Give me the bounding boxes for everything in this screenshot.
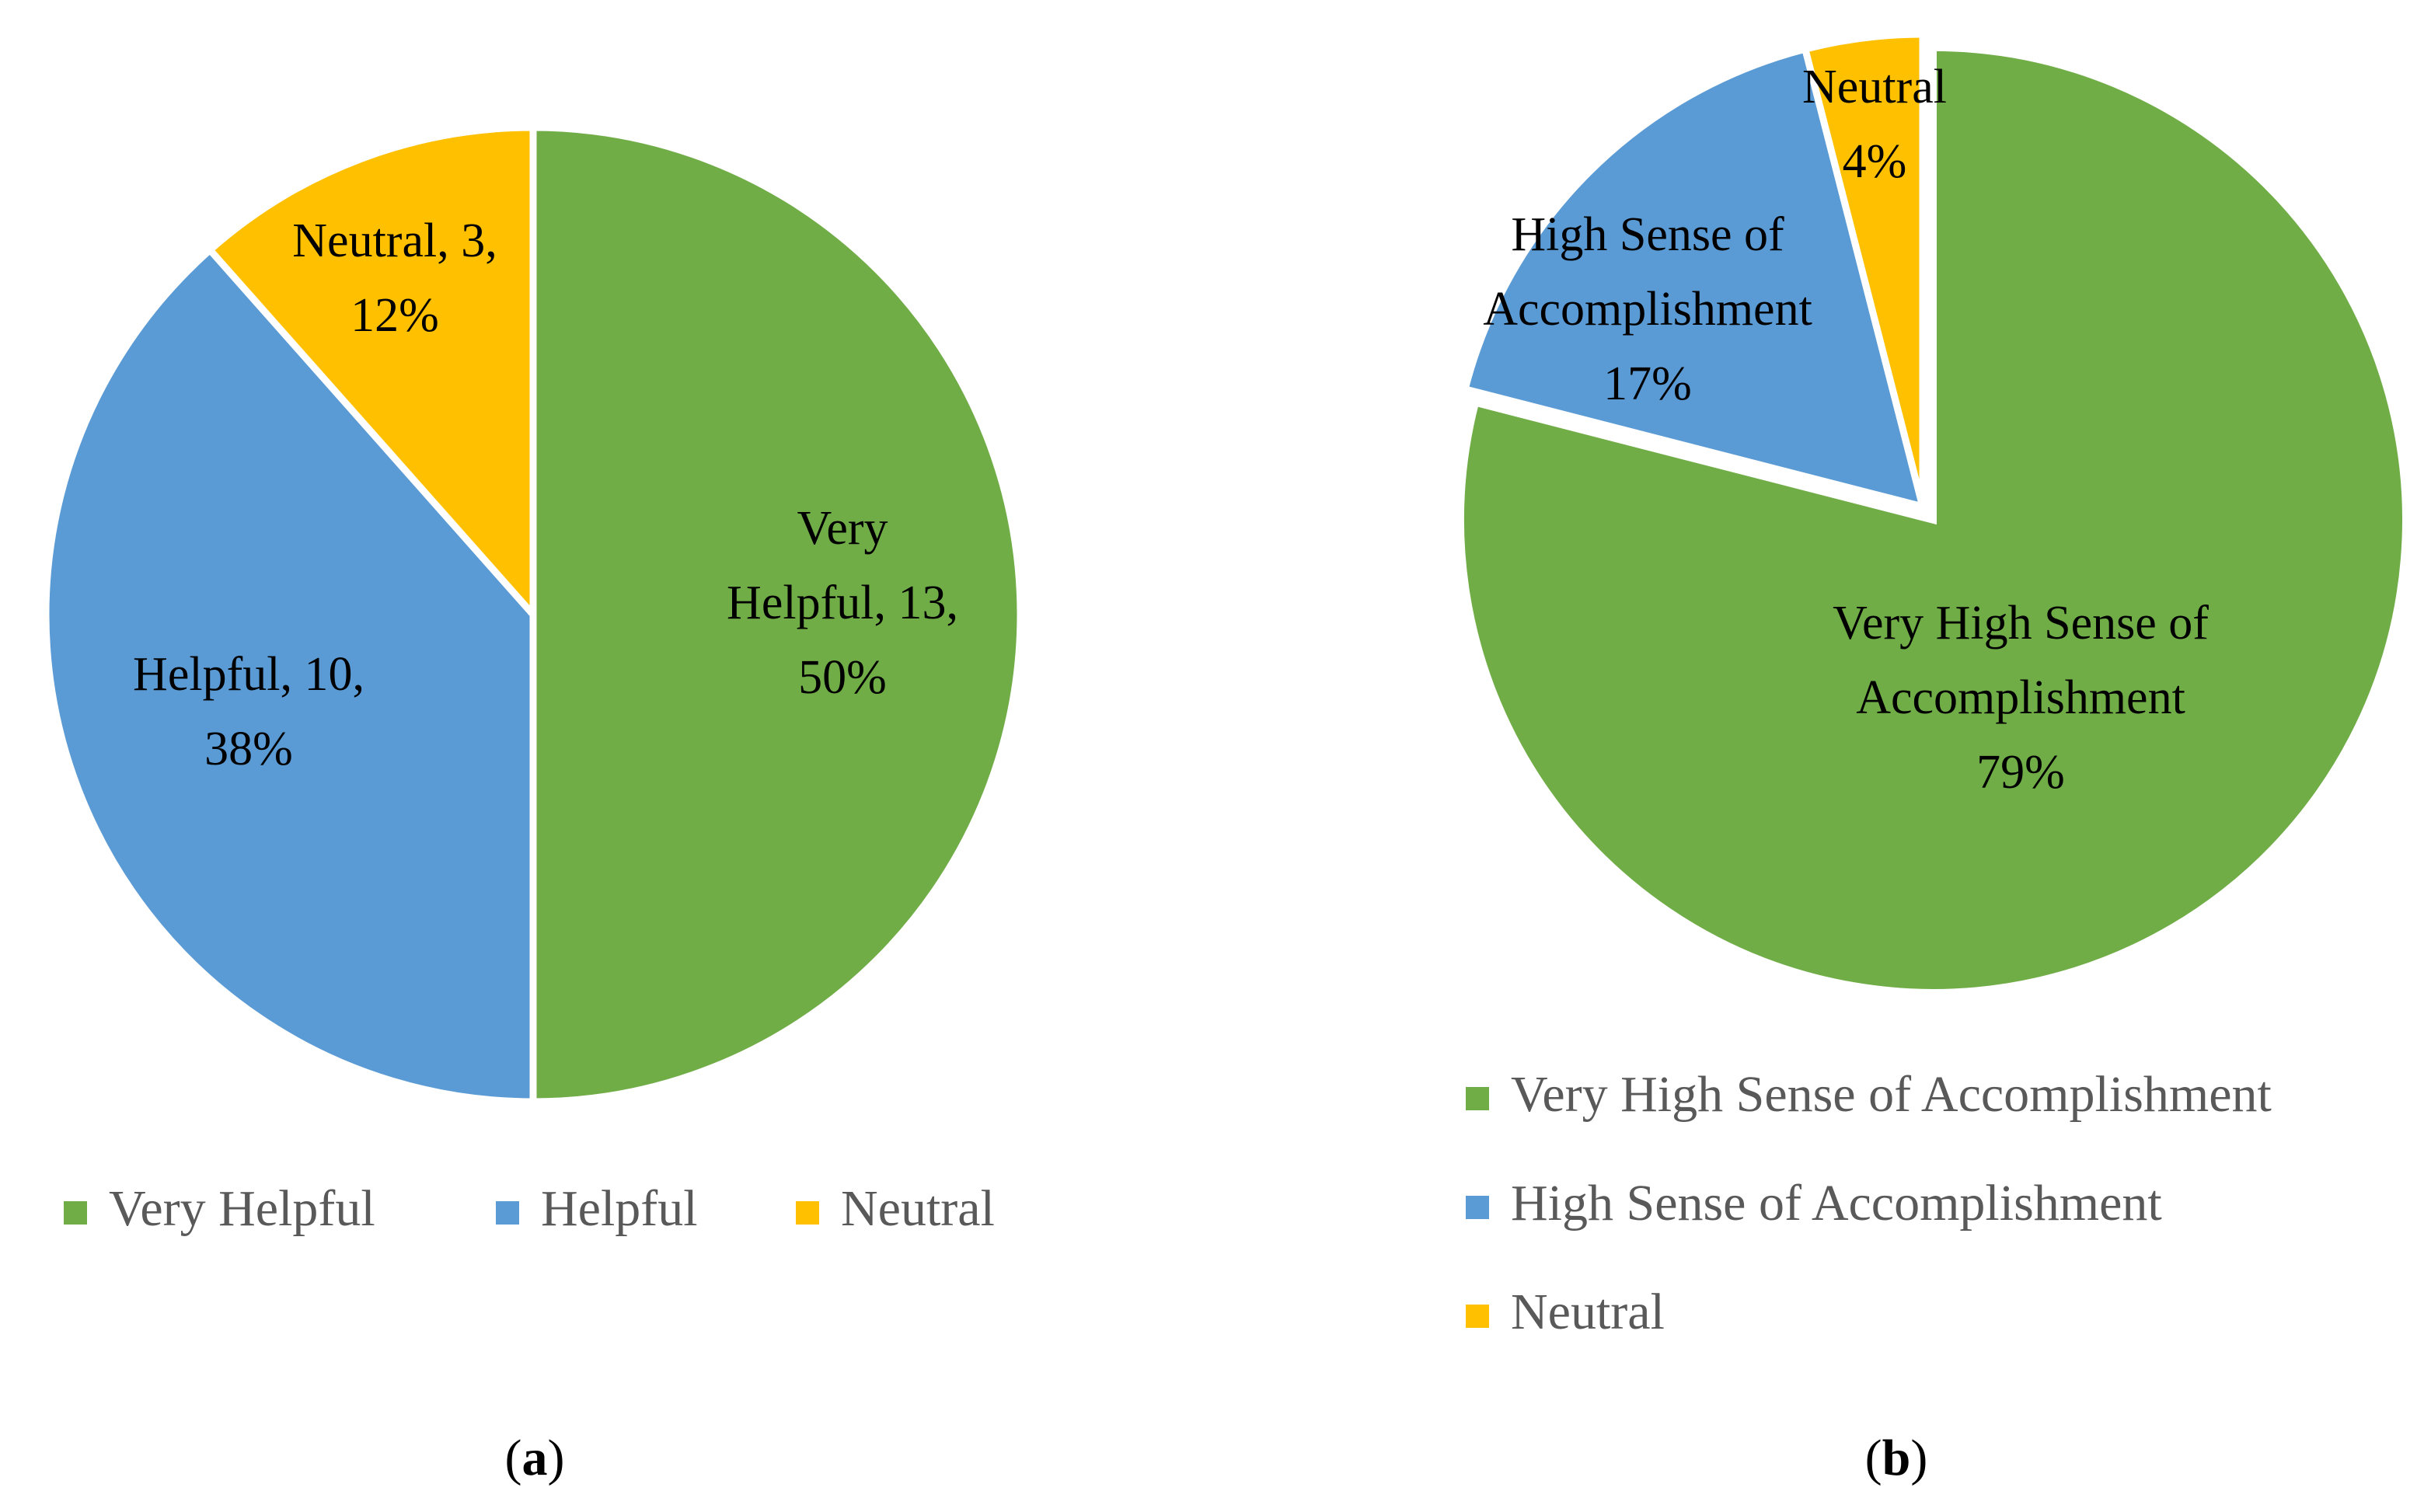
chart-b-legend-marker-neutral bbox=[1466, 1305, 1489, 1328]
chart-b-legend-marker-very-high-sense-of-accomplishment bbox=[1466, 1087, 1489, 1110]
chart-a-slice-very-helpful bbox=[529, 124, 1024, 1106]
chart-a-legend-label-neutral: Neutral bbox=[841, 1180, 995, 1237]
chart-a-legend-marker-neutral bbox=[796, 1201, 819, 1225]
chart-b-legend-label-high-sense-of-accomplishment: High Sense of Accomplishment bbox=[1511, 1175, 2162, 1232]
chart-a-legend-label-helpful: Helpful bbox=[541, 1180, 698, 1237]
chart-a-legend-marker-helpful bbox=[496, 1201, 519, 1225]
chart-a-data-label-neutral: Neutral, 3, 12% bbox=[292, 214, 497, 342]
chart-b-data-label-high-sense-of-accomplishment: High Sense of Accomplishment 17% bbox=[1483, 208, 1812, 410]
caption-a: (a) bbox=[505, 1430, 565, 1486]
chart-a-data-label-very-helpful: Very Helpful, 13, 50% bbox=[727, 502, 958, 704]
chart-a-data-label-helpful: Helpful, 10, 38% bbox=[133, 648, 364, 775]
chart-b-accomplishment-pie: Very High Sense of Accomplishment 79%High … bbox=[1457, 30, 2409, 1340]
chart-a-slice-neutral bbox=[204, 124, 537, 624]
chart-a-very-helpful-pie: Very Helpful, 13, 50% Helpful, 10, 38% Neutra… bbox=[42, 124, 1024, 1237]
chart-a-legend-label-very-helpful: Very Helpful bbox=[109, 1180, 375, 1237]
chart-b-slice-high-sense-of-accomplishment bbox=[1460, 44, 1928, 512]
chart-a-legend-marker-very-helpful bbox=[64, 1201, 87, 1225]
chart-b-slice-very-high-sense-of-accomplishment bbox=[1457, 44, 2409, 996]
chart-a-slice-helpful bbox=[42, 245, 537, 1106]
chart-b-slice-neutral bbox=[1801, 30, 1927, 508]
chart-b-data-label-neutral: Neutral 4% bbox=[1802, 61, 1947, 188]
caption-b: (b) bbox=[1865, 1430, 1928, 1486]
chart-b-legend-label-very-high-sense-of-accomplishment: Very High Sense of Accomplishment bbox=[1511, 1066, 2272, 1123]
chart-b-legend-marker-high-sense-of-accomplishment bbox=[1466, 1196, 1489, 1219]
chart-b-data-label-very-high-sense-of-accomplishment: Very High Sense of Accomplishment 79% bbox=[1833, 597, 2209, 799]
chart-b-legend-label-neutral: Neutral bbox=[1511, 1284, 1665, 1340]
